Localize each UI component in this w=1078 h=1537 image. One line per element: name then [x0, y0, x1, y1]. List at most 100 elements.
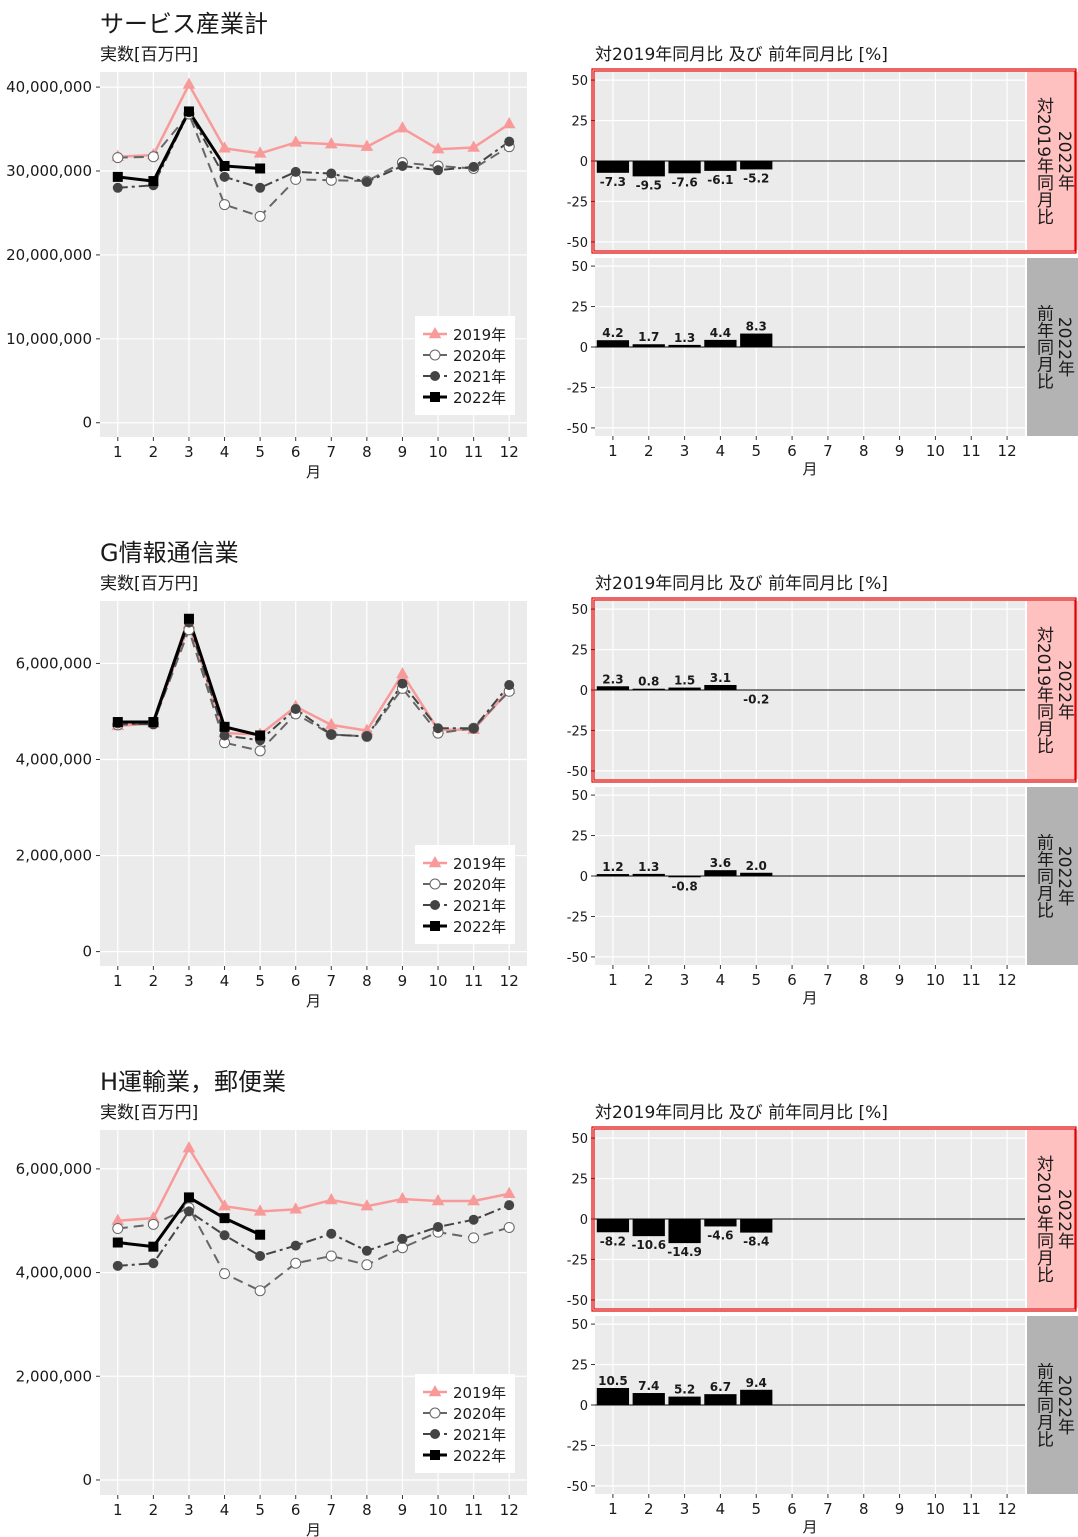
marker [255, 1250, 266, 1261]
x-axis-label: 月 [802, 989, 817, 1007]
y-tick-label: -50 [567, 422, 588, 437]
bar [668, 1219, 701, 1244]
x-tick-label: 11 [962, 442, 981, 460]
y-tick-label: 50 [571, 1132, 588, 1147]
bar [596, 874, 630, 876]
y-tick-label: 20,000,000 [6, 246, 92, 264]
x-tick-label: 3 [184, 1501, 194, 1519]
strip-label: 前年同月比 [1033, 304, 1054, 389]
marker [289, 135, 303, 147]
x-tick-label: 12 [998, 442, 1017, 460]
y-tick-label: -25 [567, 195, 588, 210]
marker [397, 1233, 408, 1244]
strip-label: 前年同月比 [1033, 1362, 1054, 1447]
marker [218, 141, 231, 153]
marker [219, 199, 231, 211]
chart-title: 対2019年同月比 及び 前年同月比 [%] [595, 574, 888, 594]
bar [596, 1388, 630, 1405]
y-tick-label: 2,000,000 [16, 1367, 92, 1385]
legend-label: 2022年 [453, 918, 506, 936]
marker [503, 1221, 515, 1233]
marker [361, 731, 372, 742]
marker [467, 1194, 480, 1206]
strip-label: 2022年 [1054, 1189, 1075, 1249]
y-tick-label: -50 [567, 765, 588, 780]
marker [148, 1258, 159, 1269]
x-tick-label: 11 [464, 443, 483, 461]
series-line [117, 626, 510, 752]
x-tick-label: 5 [255, 1501, 265, 1519]
y-tick-label: 25 [571, 115, 588, 130]
series-line [117, 1145, 510, 1222]
marker [428, 327, 442, 339]
bar [740, 333, 773, 347]
x-tick-label: 6 [787, 971, 797, 989]
y-tick-label: 50 [571, 789, 588, 804]
marker [183, 613, 194, 624]
x-tick-label: 10 [926, 1500, 945, 1518]
section-title: H運輸業，郵便業 [100, 1068, 286, 1096]
y-tick-label: 25 [571, 1359, 588, 1374]
x-tick-label: 1 [608, 971, 618, 989]
strip-label: 対2019年同月比 [1033, 1155, 1054, 1283]
y-tick-label: 2,000,000 [16, 847, 92, 865]
value-label: -10.6 [631, 1238, 666, 1252]
marker [430, 392, 440, 402]
x-tick-label: 4 [716, 442, 726, 460]
x-tick-label: 12 [500, 972, 519, 990]
x-tick-label: 4 [716, 1500, 726, 1518]
bar [704, 339, 737, 347]
marker [112, 1237, 123, 1248]
y-tick-label: 25 [571, 301, 588, 316]
x-tick-label: 8 [859, 971, 869, 989]
marker [147, 1218, 159, 1230]
y-tick-label: 25 [571, 1173, 588, 1188]
value-label: -0.8 [671, 879, 697, 893]
legend-label: 2022年 [453, 389, 506, 407]
x-axis-label: 月 [802, 1518, 817, 1536]
marker [112, 1260, 123, 1271]
marker [147, 151, 159, 163]
strip [1027, 1316, 1078, 1494]
value-label: 8.3 [746, 320, 767, 334]
value-label: 1.3 [674, 331, 695, 345]
marker [433, 165, 444, 176]
marker [504, 1200, 515, 1211]
y-tick-label: 25 [571, 830, 588, 845]
x-tick-label: 8 [362, 1501, 372, 1519]
bar [632, 344, 665, 347]
marker [468, 161, 479, 172]
strip-label: 前年同月比 [1033, 833, 1054, 918]
value-label: 0.8 [638, 675, 659, 689]
y-tick-label: 0 [580, 870, 588, 885]
y-tick-label: -25 [567, 1253, 588, 1268]
y-tick-label: 50 [571, 603, 588, 618]
marker [112, 1223, 124, 1235]
series-line [117, 1206, 510, 1292]
marker [429, 1407, 441, 1419]
value-label: 4.4 [710, 326, 731, 340]
strip-label: 2022年 [1054, 660, 1075, 720]
strip-label: 2022年 [1054, 131, 1075, 191]
x-tick-label: 6 [787, 442, 797, 460]
strip-label: 2022年 [1054, 846, 1075, 906]
y-tick-label: 30,000,000 [6, 162, 92, 180]
x-tick-label: 5 [751, 971, 761, 989]
x-tick-label: 3 [184, 972, 194, 990]
panel-border [593, 70, 1076, 252]
legend-label: 2019年 [453, 855, 506, 873]
x-tick-label: 2 [149, 1501, 159, 1519]
marker [397, 160, 408, 171]
x-tick-label: 12 [500, 1501, 519, 1519]
x-tick-label: 6 [787, 1500, 797, 1518]
value-label: 1.5 [674, 674, 695, 688]
y-tick-label: -25 [567, 910, 588, 925]
marker [361, 1245, 372, 1256]
marker [112, 171, 123, 182]
x-tick-label: 8 [859, 1500, 869, 1518]
marker [361, 176, 372, 187]
value-label: 1.3 [638, 860, 659, 874]
x-tick-label: 12 [998, 1500, 1017, 1518]
marker [361, 1259, 373, 1271]
value-label: 1.7 [638, 330, 659, 344]
